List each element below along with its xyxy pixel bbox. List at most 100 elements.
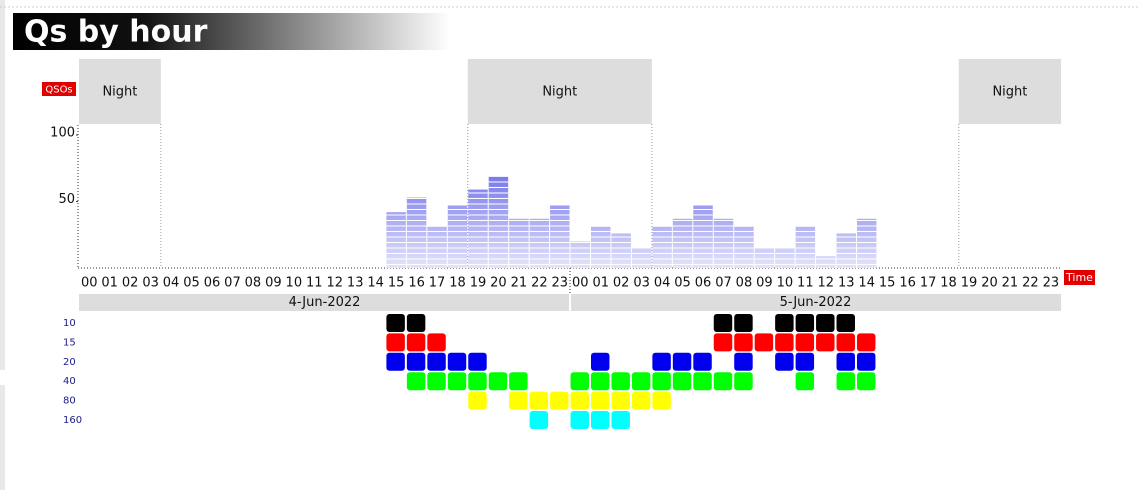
x-tick-label: 05 [674, 276, 691, 291]
x-tick-label: 10 [777, 276, 794, 291]
band-activity [447, 352, 467, 371]
x-tick-label: 23 [552, 276, 569, 291]
night-band [958, 59, 1062, 124]
x-tick-label: 17 [920, 276, 937, 291]
band-activity [856, 333, 876, 352]
band-activity [713, 372, 733, 391]
x-tick-label: 10 [286, 276, 303, 291]
date-label: 4-Jun-2022 [289, 295, 361, 310]
band-activity [672, 352, 692, 371]
band-activity [754, 333, 774, 352]
bar-stripes [468, 189, 488, 268]
band-activity [529, 411, 549, 429]
band-activity [427, 372, 446, 391]
band-label: 40 [63, 376, 76, 387]
band-activity [406, 352, 426, 371]
x-tick-label: 12 [326, 276, 343, 291]
band-activity [836, 333, 855, 352]
band-activity [856, 352, 876, 371]
band-activity [775, 314, 794, 332]
band-activity [775, 352, 794, 371]
x-tick-label: 23 [1043, 276, 1060, 291]
y-label: QSOs [45, 85, 72, 96]
bar-stripes [795, 226, 816, 268]
band-activity [427, 333, 446, 352]
band-activity [713, 333, 733, 352]
band-activity [386, 314, 405, 332]
band-activity [672, 372, 692, 391]
band-activity [550, 391, 569, 410]
x-tick-label: 15 [388, 276, 405, 291]
band-activity [591, 411, 610, 429]
band-label: 20 [63, 357, 76, 368]
band-activity [795, 372, 815, 391]
bar-stripes [570, 241, 590, 268]
bar-stripes [631, 248, 652, 268]
band-activity [570, 372, 589, 391]
band-activity [570, 391, 589, 410]
band-activity [570, 411, 589, 429]
x-tick-label: 11 [797, 276, 814, 291]
band-activity [406, 333, 426, 352]
band-label: 160 [63, 415, 82, 426]
band-activity [795, 352, 815, 371]
band-activity [611, 372, 630, 391]
band-activity [509, 372, 528, 391]
band-label: 10 [63, 318, 76, 329]
night-label: Night [542, 85, 577, 100]
night-band [467, 59, 652, 124]
band-activity [836, 352, 855, 371]
x-tick-label: 00 [572, 276, 589, 291]
x-tick-label: 03 [142, 276, 159, 291]
y-tick-label: 50 [58, 192, 75, 207]
band-activity [611, 391, 630, 410]
x-tick-label: 12 [818, 276, 835, 291]
bar-stripes [693, 205, 713, 268]
x-tick-label: 06 [695, 276, 712, 291]
bar-stripes [488, 176, 509, 268]
x-tick-label: 08 [245, 276, 262, 291]
x-tick-label: 03 [633, 276, 650, 291]
x-tick-label: 13 [347, 276, 364, 291]
bar-stripes [672, 218, 693, 268]
band-label: 80 [63, 396, 76, 407]
band-activity [693, 352, 712, 371]
band-activity [406, 314, 426, 332]
bar-stripes [775, 248, 795, 268]
x-tick-label: 04 [654, 276, 671, 291]
band-activity [591, 372, 610, 391]
bar-stripes [836, 233, 856, 268]
bar-stripes [509, 218, 529, 268]
band-activity [734, 352, 753, 371]
bar-stripes [816, 256, 836, 268]
x-tick-label: 09 [265, 276, 282, 291]
date-label: 5-Jun-2022 [780, 295, 852, 310]
bar-stripes [550, 205, 570, 268]
x-tick-label: 21 [1002, 276, 1019, 291]
band-activity [693, 372, 712, 391]
x-tick-label: 22 [1022, 276, 1039, 291]
y-tick-label: 100 [50, 126, 75, 141]
x-tick-label: 02 [613, 276, 630, 291]
x-tick-label: 14 [367, 276, 384, 291]
x-tick-label: 22 [531, 276, 548, 291]
x-label-box [1064, 270, 1095, 285]
x-tick-label: 21 [511, 276, 528, 291]
band-activity [734, 314, 753, 332]
bar-stripes [713, 218, 734, 268]
band-activity [775, 333, 794, 352]
bar-stripes [652, 226, 672, 268]
bar-stripes [529, 218, 550, 268]
band-activity [468, 352, 487, 371]
left-strip [0, 0, 5, 370]
bar-stripes [386, 212, 406, 268]
date-bar [571, 294, 1062, 311]
band-activity [468, 391, 487, 410]
x-tick-label: 04 [163, 276, 180, 291]
band-activity [468, 372, 487, 391]
band-activity [488, 372, 508, 391]
bar-stripes [856, 218, 877, 268]
x-tick-label: 00 [81, 276, 98, 291]
band-activity [386, 333, 405, 352]
